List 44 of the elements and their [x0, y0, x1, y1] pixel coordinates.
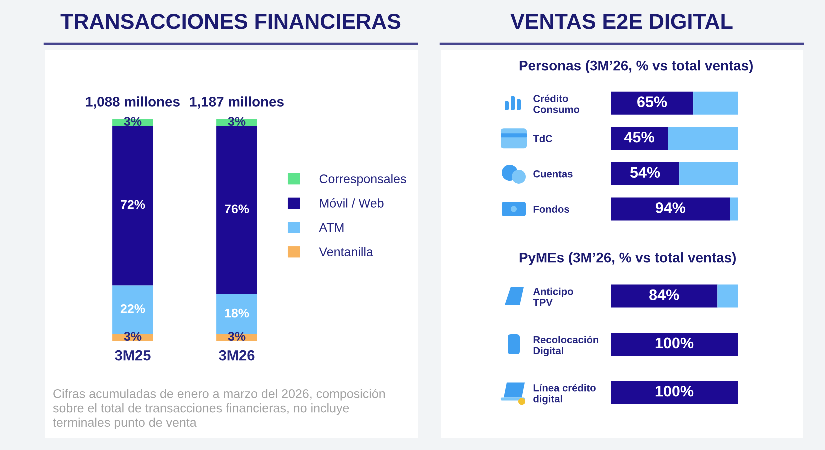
x-tick-label: 3M26	[219, 350, 255, 361]
data-label: 3%	[228, 332, 246, 342]
bar	[668, 127, 738, 150]
data-label: 3%	[124, 117, 142, 126]
chart-subtitle: PyMEs (3M’26, % vs total ventas)	[520, 252, 736, 266]
x-tick-label: 3M25	[115, 350, 151, 361]
bar	[730, 198, 738, 221]
annotation: 1,088 millones	[86, 96, 180, 109]
bar	[611, 198, 730, 221]
bar	[611, 162, 680, 186]
y-tick-label: TdC	[533, 134, 553, 142]
legend-label: Ventanilla	[319, 247, 374, 257]
data-label: 84%	[650, 290, 680, 300]
bar	[694, 92, 738, 115]
bar	[680, 162, 738, 186]
data-label: 45%	[624, 132, 654, 143]
chart-title: VENTAS E2E DIGITAL	[510, 14, 733, 30]
y-tick-label: Fondos	[534, 206, 570, 214]
data-label: 3%	[228, 117, 246, 126]
data-label: 3%	[124, 332, 142, 342]
data-label: 100%	[656, 338, 694, 349]
data-label: 76%	[225, 204, 250, 214]
bar	[216, 126, 258, 294]
data-label: 65%	[638, 96, 668, 108]
data-label: 100%	[656, 386, 694, 397]
data-label: 72%	[121, 200, 146, 210]
legend-label: Móvil / Web	[320, 198, 384, 208]
y-tick-label: Cuentas	[534, 170, 573, 178]
data-label: 54%	[630, 167, 660, 178]
y-tick-label: Recolocación Digital	[534, 336, 599, 357]
annotation: 1,187 millones	[190, 96, 284, 109]
legend-label: ATM	[319, 223, 344, 232]
y-tick-label: Línea crédito digital	[534, 384, 596, 405]
data-label: 22%	[120, 304, 146, 314]
data-label: 94%	[656, 202, 686, 214]
data-label: 18%	[225, 308, 250, 318]
legend-label: Corresponsales	[320, 174, 406, 186]
bar	[112, 126, 154, 286]
text: Cifras acumuladas de enero a marzo del 2026, composición sobre el total de transacciones financieras, no incluye terminales punto de venta	[53, 389, 386, 430]
chart-subtitle: Personas (3M’26, % vs total ventas)	[520, 60, 753, 74]
y-tick-label: Crédito Consumo	[534, 94, 580, 114]
y-tick-label: Anticipo TPV	[533, 288, 574, 306]
chart-title: TRANSACCIONES FINANCIERAS	[60, 14, 401, 30]
bar	[611, 92, 694, 115]
